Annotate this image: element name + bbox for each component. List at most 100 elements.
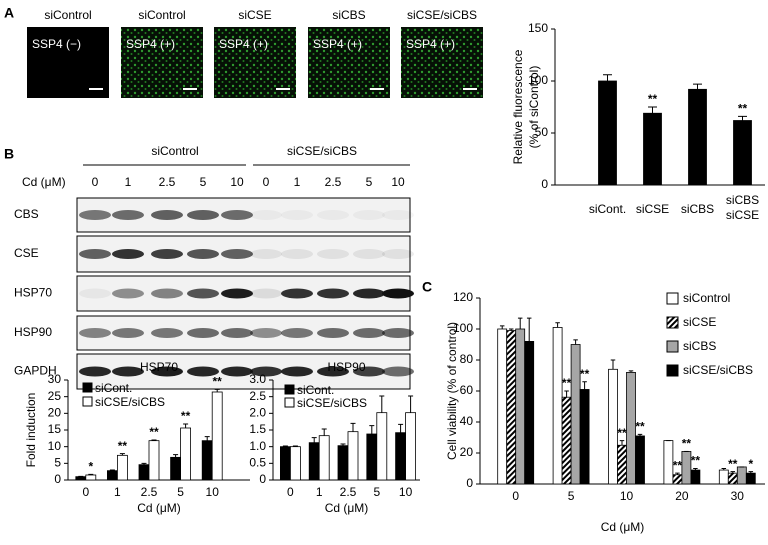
error-bar xyxy=(693,83,702,90)
band xyxy=(221,288,253,299)
bar xyxy=(148,440,160,481)
error-bar xyxy=(398,423,404,433)
column-label: siCSE/siCBS xyxy=(407,8,477,22)
y-tick-label: 50 xyxy=(535,125,549,139)
x-tick-label: siCSE xyxy=(726,208,759,222)
band xyxy=(187,328,219,338)
x-tick-label: 20 xyxy=(675,489,689,503)
x-tick-label: 1 xyxy=(316,485,323,499)
significance: ** xyxy=(682,437,692,451)
x-tick-label: 30 xyxy=(731,489,745,503)
significance: ** xyxy=(562,376,572,390)
bar xyxy=(598,80,617,186)
band xyxy=(221,366,253,377)
error-bar xyxy=(555,322,560,328)
error-bar xyxy=(499,325,505,329)
y-tick-label: 3.0 xyxy=(249,372,266,386)
y-tick-label: 0 xyxy=(541,177,548,191)
error-bar xyxy=(350,422,356,432)
stain-label: SSP4 (+) xyxy=(219,37,268,51)
error-bar xyxy=(119,453,125,456)
stain-label: SSP4 (+) xyxy=(313,37,362,51)
stain-label: SSP4 (−) xyxy=(32,37,81,51)
bar xyxy=(308,442,320,481)
dose-label: Cd (μM) xyxy=(22,175,66,189)
bar xyxy=(211,391,223,481)
band xyxy=(221,328,253,338)
lane-label: 10 xyxy=(230,175,244,189)
legend-swatch xyxy=(666,340,679,353)
y-tick-label: 25 xyxy=(48,389,62,403)
micrograph xyxy=(308,27,390,98)
legend-swatch xyxy=(284,384,295,395)
x-tick-label: 0 xyxy=(82,485,89,499)
y-tick-label: 1.5 xyxy=(249,422,266,436)
error-bar xyxy=(517,317,523,329)
error-bar xyxy=(204,436,210,441)
y-tick-label: 150 xyxy=(528,21,548,35)
y-tick-label: 0 xyxy=(259,472,266,486)
error-bar xyxy=(738,115,747,121)
legend-swatch xyxy=(82,396,93,407)
x-tick-label: 1 xyxy=(114,485,121,499)
band xyxy=(281,366,313,377)
error-bar xyxy=(321,428,327,436)
protein-label: HSP90 xyxy=(14,325,52,339)
band xyxy=(187,288,219,299)
band xyxy=(317,249,349,259)
error-bar xyxy=(603,74,612,81)
significance: ** xyxy=(673,458,683,472)
protein-label: GAPDH xyxy=(14,364,57,378)
panel-label: C xyxy=(422,279,432,295)
panel-label: B xyxy=(4,146,14,162)
significance: ** xyxy=(617,426,627,440)
bar xyxy=(117,454,128,481)
legend-swatch xyxy=(666,292,679,305)
error-bar xyxy=(379,395,385,413)
significance: * xyxy=(88,460,93,474)
x-tick-label: siCSE xyxy=(636,202,669,216)
x-tick-label: 10 xyxy=(206,485,220,499)
band xyxy=(382,366,414,377)
bar xyxy=(681,451,692,485)
y-tick-label: 2.0 xyxy=(249,406,266,420)
band xyxy=(79,366,111,377)
band xyxy=(221,249,253,259)
x-tick-label: 10 xyxy=(620,489,634,503)
bar xyxy=(635,435,645,485)
y-tick-label: 20 xyxy=(48,406,62,420)
band xyxy=(353,366,385,377)
y-tick-label: 0 xyxy=(466,476,473,490)
band xyxy=(353,249,385,259)
band xyxy=(281,288,313,299)
band xyxy=(317,210,349,220)
band xyxy=(187,366,219,377)
chart-title: HSP90 xyxy=(327,360,365,374)
error-bar xyxy=(340,443,346,446)
y-tick-label: 100 xyxy=(453,321,473,335)
y-axis-label: Cell viability (% of control) xyxy=(445,322,459,460)
error-bar xyxy=(109,469,115,471)
error-bar xyxy=(721,468,727,471)
band xyxy=(151,249,183,259)
micrograph xyxy=(121,27,203,98)
panel-label: A xyxy=(4,5,14,21)
band xyxy=(79,249,111,259)
x-tick-label: siCBS xyxy=(681,202,714,216)
column-label: siControl xyxy=(44,8,91,22)
y-axis-label: (% of siControl) xyxy=(527,66,541,149)
legend-swatch xyxy=(666,364,679,377)
error-bar xyxy=(675,472,680,475)
x-tick-label: 2.5 xyxy=(340,485,357,499)
group-label: siCSE/siCBS xyxy=(287,144,357,158)
bar xyxy=(570,344,581,485)
bar xyxy=(688,88,707,186)
bar xyxy=(75,476,87,481)
protein-label: CSE xyxy=(14,246,39,260)
micrograph xyxy=(214,27,296,98)
y-tick-label: 10 xyxy=(48,439,62,453)
bar xyxy=(107,470,118,481)
band xyxy=(382,210,414,220)
band xyxy=(112,249,144,259)
